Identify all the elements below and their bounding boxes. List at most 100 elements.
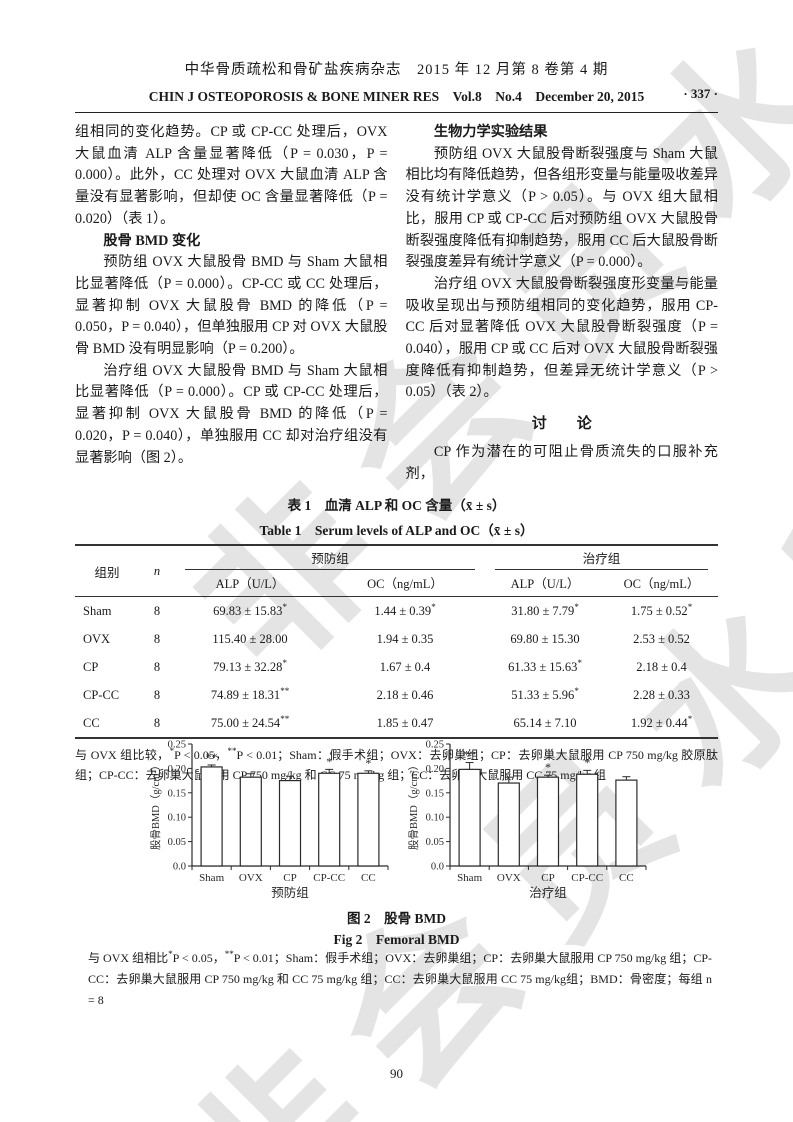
table-row: CC 8 75.00 ± 24.54** 1.85 ± 0.47 65.14 ± 7.1… xyxy=(75,709,718,739)
page-number: 90 xyxy=(390,1066,403,1081)
svg-text:*: * xyxy=(365,756,371,770)
svg-text:0.20: 0.20 xyxy=(168,764,186,775)
table-cell: Sham xyxy=(83,603,112,618)
table-cell: CP xyxy=(83,659,99,674)
svg-text:CC: CC xyxy=(619,872,634,884)
svg-text:治疗组: 治疗组 xyxy=(529,886,567,900)
col-header-oc-treatment: OC（ng/mL） xyxy=(605,570,718,597)
svg-text:Sham: Sham xyxy=(199,872,225,884)
table-row: Sham 8 69.83 ± 15.83* 1.44 ± 0.39* 31.80 ± 7… xyxy=(75,597,718,626)
svg-text:*: * xyxy=(545,760,551,774)
figure-caption-en: Fig 2 Femoral BMD xyxy=(333,932,460,947)
table-cell: 79.13 ± 32.28* xyxy=(213,657,287,674)
table-cell: 69.80 ± 15.30 xyxy=(510,631,580,646)
journal-header: 中华骨质疏松和骨矿盐疾病杂志 2015 年 12 月第 8 卷第 4 期 CHI… xyxy=(75,58,718,105)
table-cell: 65.14 ± 7.10 xyxy=(485,709,605,739)
svg-text:**: ** xyxy=(464,748,476,762)
svg-text:CP: CP xyxy=(541,872,554,884)
svg-text:0.05: 0.05 xyxy=(426,837,444,848)
svg-text:*: * xyxy=(584,755,590,769)
paragraph: 治疗组 OVX 大鼠股骨 BMD 与 Sham 大鼠相比显著降低（P = 0.0… xyxy=(75,362,388,466)
col-header-alp-treatment: ALP（U/L） xyxy=(485,570,605,597)
svg-text:OVX: OVX xyxy=(239,872,263,884)
bmd-chart-prevention: 0.25 0.20 0.15 0.10 0.05 0.0 ** Sham OVX CP * CP-CC… xyxy=(148,732,396,904)
table-cell: 1.92 ± 0.44* xyxy=(605,709,718,739)
table-cell: 115.40 ± 28.00 xyxy=(212,631,288,646)
table-1-block: 表 1 血清 ALP 和 OC 含量（x̄ ± s） Table 1 Serum… xyxy=(75,494,718,785)
col-header-oc-prevention: OC（ng/mL） xyxy=(325,570,485,597)
svg-text:0.10: 0.10 xyxy=(426,813,444,824)
right-column: 生物力学实验结果 预防组 OVX 大鼠股骨断裂强度与 Sham 大鼠相比均有降低… xyxy=(406,122,719,485)
table-cell: 1.85 ± 0.47 xyxy=(325,709,485,739)
paragraph: 组相同的变化趋势。CP 或 CP-CC 处理后，OVX 大鼠血清 ALP 含量显… xyxy=(75,124,388,227)
serum-levels-table: 组别 n 预防组 治疗组 ALP（U/L） OC（ng/mL） ALP（U/L）… xyxy=(75,544,718,739)
table-cell: 1.94 ± 0.35 xyxy=(376,631,434,646)
table-cell: 69.83 ± 15.83* xyxy=(213,601,287,618)
figure-caption: 图 2 股骨 BMD Fig 2 Femoral BMD xyxy=(75,908,718,950)
svg-text:0.15: 0.15 xyxy=(426,788,444,799)
table-title-cn: 表 1 血清 ALP 和 OC 含量（x̄ ± s） xyxy=(287,498,506,513)
svg-text:预防组: 预防组 xyxy=(271,885,309,900)
table-row: CP-CC 8 74.89 ± 18.31** 2.18 ± 0.46 51.33 ± … xyxy=(75,681,718,709)
col-header-group: 组别 xyxy=(75,544,139,597)
table-cell: OVX xyxy=(83,631,111,646)
header-rule xyxy=(75,112,718,113)
figure-footnote: 与 OVX 组相比*P < 0.05，**P < 0.01；Sham：假手术组；… xyxy=(88,949,713,1008)
svg-text:0.25: 0.25 xyxy=(168,740,186,751)
svg-text:CP-CC: CP-CC xyxy=(313,872,345,884)
table-body: Sham 8 69.83 ± 15.83* 1.44 ± 0.39* 31.80 ± 7… xyxy=(75,597,718,739)
section-heading-femoral-bmd: 股骨 BMD 变化 xyxy=(103,232,201,249)
col-header-alp-prevention: ALP（U/L） xyxy=(175,570,325,597)
table-cell: CP-CC xyxy=(83,687,120,702)
group-header-treatment: 治疗组 xyxy=(485,544,718,570)
section-heading-biomechanics: 生物力学实验结果 xyxy=(433,124,548,140)
table-cell: 2.18 ± 0.4 xyxy=(636,659,687,674)
svg-text:股骨BMD（g/cm²）: 股骨BMD（g/cm²） xyxy=(150,760,162,850)
table-cell: 8 xyxy=(153,603,161,618)
svg-text:0.0: 0.0 xyxy=(431,862,444,873)
page-marker: · 337 · xyxy=(683,86,718,101)
table-cell: 61.33 ± 15.63* xyxy=(508,657,582,674)
col-header-n: n xyxy=(139,544,175,597)
journal-title-cn: 中华骨质疏松和骨矿盐疾病杂志 2015 年 12 月第 8 卷第 4 期 xyxy=(184,62,609,78)
svg-text:股骨BMD（g/cm²）: 股骨BMD（g/cm²） xyxy=(408,760,420,850)
table-row: OVX 8 115.40 ± 28.00 1.94 ± 0.35 69.80 ± 15.… xyxy=(75,625,718,653)
table-cell: CC xyxy=(75,709,139,739)
table-cell: 31.80 ± 7.79* xyxy=(511,601,579,618)
table-cell: 8 xyxy=(153,631,161,646)
table-cell: 1.67 ± 0.4 xyxy=(379,659,431,674)
article-body: 组相同的变化趋势。CP 或 CP-CC 处理后，OVX 大鼠血清 ALP 含量显… xyxy=(75,122,718,485)
group-header-prevention: 预防组 xyxy=(175,544,485,570)
table-cell: 75.00 ± 24.54** xyxy=(175,709,325,739)
svg-text:0.10: 0.10 xyxy=(168,813,186,824)
table-cell: 2.18 ± 0.46 xyxy=(376,687,434,702)
svg-text:0.20: 0.20 xyxy=(426,764,444,775)
svg-text:0.25: 0.25 xyxy=(426,740,444,751)
table-cell: 1.75 ± 0.52* xyxy=(630,601,693,618)
svg-text:CC: CC xyxy=(361,872,376,884)
paragraph: 治疗组 OVX 大鼠股骨断裂强度形变量与能量吸收呈现出与预防组相同的变化趋势，服… xyxy=(405,275,719,401)
svg-text:*: * xyxy=(326,754,332,768)
table-cell: 2.28 ± 0.33 xyxy=(633,687,690,702)
table-cell: 8 xyxy=(153,659,161,674)
table-cell: 1.44 ± 0.39* xyxy=(374,601,436,618)
table-cell: 74.89 ± 18.31** xyxy=(210,685,290,702)
table-cell: 8 xyxy=(153,687,161,702)
svg-text:**: ** xyxy=(206,750,218,764)
left-column: 组相同的变化趋势。CP 或 CP-CC 处理后，OVX 大鼠血清 ALP 含量显… xyxy=(75,122,388,485)
svg-text:CP: CP xyxy=(283,872,296,884)
table-row: CP 8 79.13 ± 32.28* 1.67 ± 0.4 61.33 ± 15.63… xyxy=(75,653,718,681)
svg-text:OVX: OVX xyxy=(497,872,521,884)
paragraph: 预防组 OVX 大鼠股骨断裂强度与 Sham 大鼠相比均有降低趋势，但各组形变量… xyxy=(405,145,719,271)
figure-2-charts: 0.25 0.20 0.15 0.10 0.05 0.0 ** Sham OVX CP * CP-CC… xyxy=(148,732,654,904)
figure-caption-cn: 图 2 股骨 BMD xyxy=(347,911,446,926)
table-cell: 51.33 ± 5.96* xyxy=(511,685,579,702)
bmd-chart-treatment: 0.25 0.20 0.15 0.10 0.05 0.0 ** Sham OVX * CP * CP-C… xyxy=(406,732,654,904)
svg-text:0.05: 0.05 xyxy=(168,837,186,848)
svg-text:Sham: Sham xyxy=(457,872,483,884)
svg-text:CP-CC: CP-CC xyxy=(571,872,603,884)
table-cell: 2.53 ± 0.52 xyxy=(633,631,690,646)
paragraph: CP 作为潜在的可阻止骨质流失的口服补充剂， xyxy=(405,443,719,482)
